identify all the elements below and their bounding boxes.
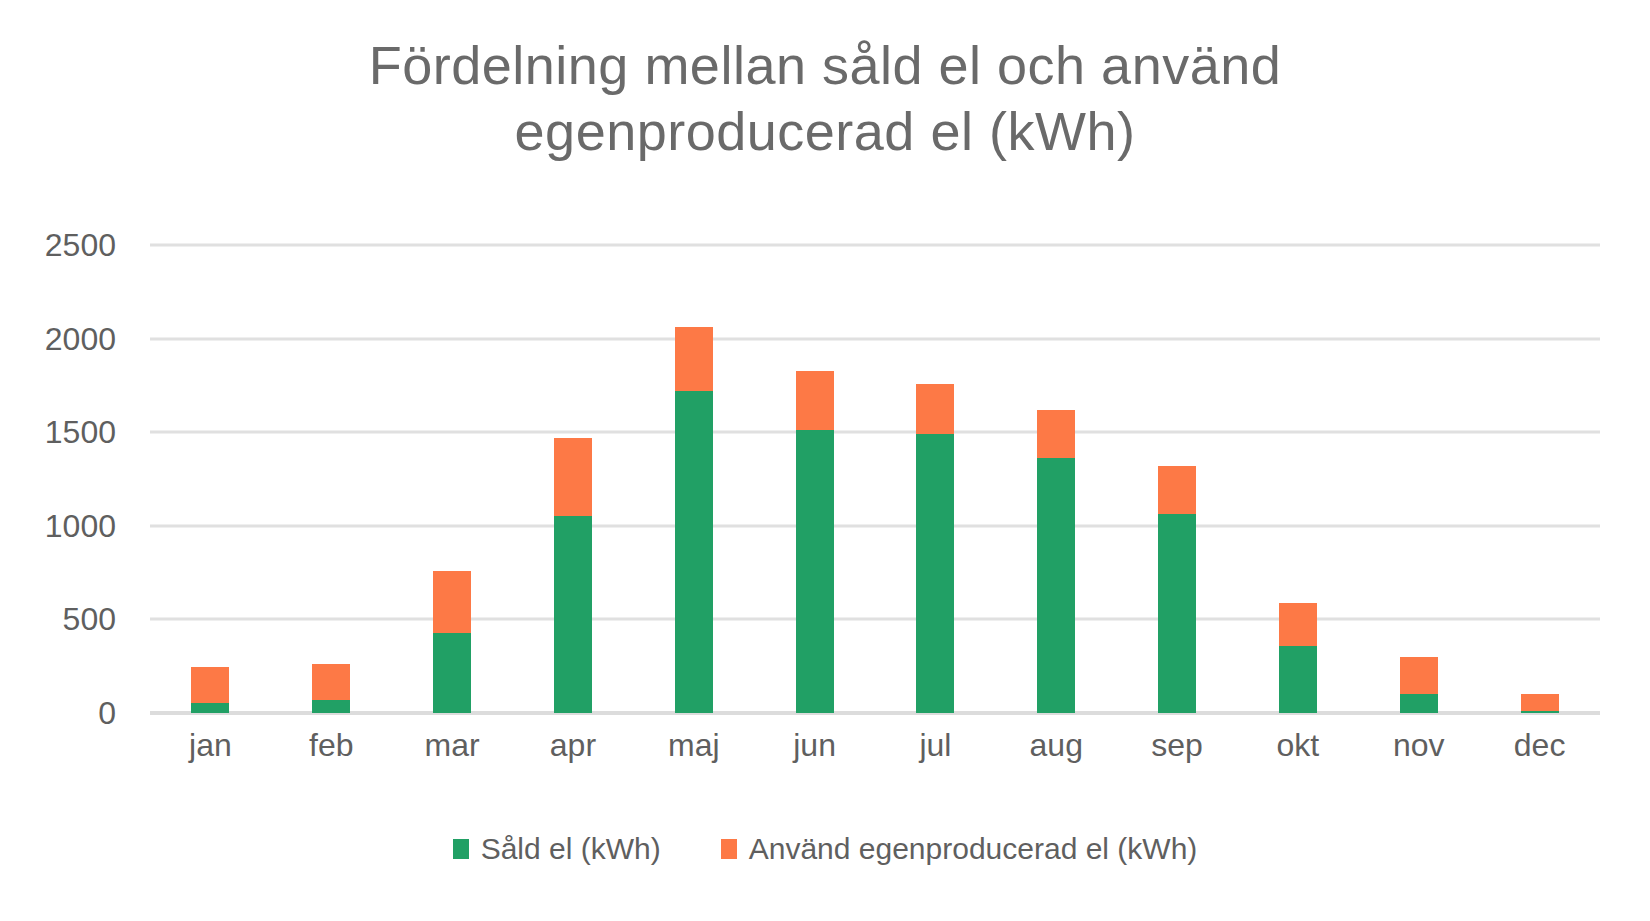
bar-segment-anvand-egenproducerad-el-sep bbox=[1158, 466, 1196, 514]
x-axis-label-nov: nov bbox=[1393, 727, 1445, 764]
x-axis-label-mar: mar bbox=[425, 727, 480, 764]
bar-segment-anvand-egenproducerad-el-jun bbox=[796, 371, 834, 430]
legend-swatch-anvand-egenproducerad-el bbox=[721, 839, 737, 859]
bar-segment-sald-el-aug bbox=[1037, 458, 1075, 713]
chart-title: Fördelning mellan såld el och använd ege… bbox=[0, 32, 1650, 164]
bar-segment-sald-el-jul bbox=[916, 434, 954, 713]
bar-column-aug bbox=[1037, 410, 1075, 713]
bar-column-feb bbox=[312, 664, 350, 713]
bar-segment-anvand-egenproducerad-el-dec bbox=[1521, 694, 1559, 711]
gridline-1500 bbox=[150, 431, 1600, 434]
legend-label-sald-el: Såld el (kWh) bbox=[481, 832, 661, 866]
legend-item-sald-el: Såld el (kWh) bbox=[453, 832, 661, 866]
stacked-bar-chart: Fördelning mellan såld el och använd ege… bbox=[0, 0, 1650, 921]
bar-segment-sald-el-sep bbox=[1158, 514, 1196, 713]
bar-segment-sald-el-apr bbox=[554, 516, 592, 713]
gridline-2000 bbox=[150, 337, 1600, 340]
gridline-0 bbox=[150, 711, 1600, 715]
bar-column-jul bbox=[916, 384, 954, 713]
bar-column-dec bbox=[1521, 694, 1559, 713]
bar-segment-sald-el-jan bbox=[191, 703, 229, 713]
bar-segment-sald-el-nov bbox=[1400, 694, 1438, 713]
legend: Såld el (kWh) Använd egenproducerad el (… bbox=[0, 832, 1650, 866]
x-axis-label-jan: jan bbox=[189, 727, 232, 764]
x-axis-label-sep: sep bbox=[1151, 727, 1203, 764]
legend-item-anvand-egenproducerad-el: Använd egenproducerad el (kWh) bbox=[721, 832, 1198, 866]
x-axis-label-jun: jun bbox=[793, 727, 836, 764]
x-axis-label-okt: okt bbox=[1277, 727, 1320, 764]
gridline-500 bbox=[150, 618, 1600, 621]
plot-area: 05001000150020002500janfebmaraprmajjunju… bbox=[150, 245, 1600, 713]
bar-segment-anvand-egenproducerad-el-maj bbox=[675, 327, 713, 391]
gridline-2500 bbox=[150, 244, 1600, 247]
gridline-1000 bbox=[150, 524, 1600, 527]
bar-segment-sald-el-jun bbox=[796, 430, 834, 713]
bar-segment-sald-el-maj bbox=[675, 391, 713, 713]
bar-segment-anvand-egenproducerad-el-jan bbox=[191, 667, 229, 703]
x-axis-label-aug: aug bbox=[1030, 727, 1083, 764]
bar-segment-anvand-egenproducerad-el-okt bbox=[1279, 603, 1317, 646]
bar-segment-anvand-egenproducerad-el-aug bbox=[1037, 410, 1075, 459]
legend-label-anvand-egenproducerad-el: Använd egenproducerad el (kWh) bbox=[749, 832, 1198, 866]
bar-column-mar bbox=[433, 571, 471, 713]
bar-segment-anvand-egenproducerad-el-feb bbox=[312, 664, 350, 700]
chart-title-line-1: Fördelning mellan såld el och använd bbox=[0, 32, 1650, 98]
bar-column-jun bbox=[796, 371, 834, 713]
legend-swatch-sald-el bbox=[453, 839, 469, 859]
bar-column-nov bbox=[1400, 657, 1438, 713]
bar-segment-sald-el-mar bbox=[433, 633, 471, 713]
bar-column-okt bbox=[1279, 603, 1317, 713]
x-axis-label-apr: apr bbox=[550, 727, 596, 764]
bar-segment-sald-el-okt bbox=[1279, 646, 1317, 713]
bar-column-sep bbox=[1158, 466, 1196, 713]
bar-column-maj bbox=[675, 327, 713, 713]
x-axis-label-dec: dec bbox=[1514, 727, 1566, 764]
x-axis-label-maj: maj bbox=[668, 727, 720, 764]
x-axis-label-jul: jul bbox=[919, 727, 951, 764]
bar-column-jan bbox=[191, 667, 229, 713]
bar-segment-sald-el-dec bbox=[1521, 711, 1559, 713]
bar-segment-anvand-egenproducerad-el-apr bbox=[554, 438, 592, 516]
bar-segment-anvand-egenproducerad-el-jul bbox=[916, 384, 954, 435]
x-axis-label-feb: feb bbox=[309, 727, 353, 764]
bar-segment-anvand-egenproducerad-el-mar bbox=[433, 571, 471, 634]
bar-column-apr bbox=[554, 438, 592, 713]
bar-segment-anvand-egenproducerad-el-nov bbox=[1400, 657, 1438, 694]
chart-title-line-2: egenproducerad el (kWh) bbox=[0, 98, 1650, 164]
bar-segment-sald-el-feb bbox=[312, 700, 350, 713]
